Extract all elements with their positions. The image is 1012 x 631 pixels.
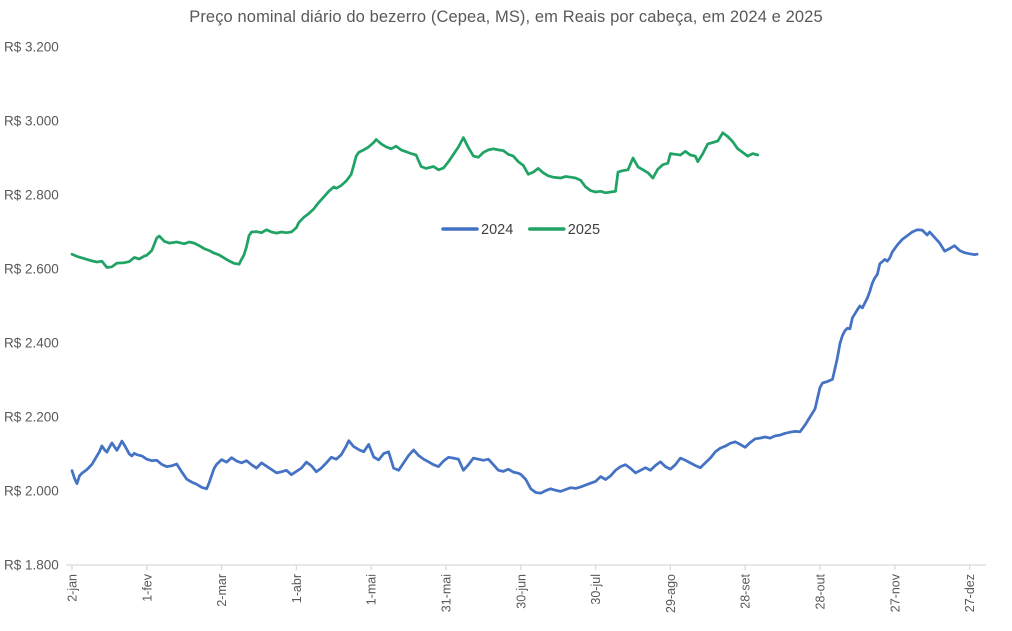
x-axis-label: 2-mar [215,574,229,607]
y-axis-label: R$ 2.600 [4,262,59,277]
x-axis-label: 1-abr [290,574,304,603]
x-axis-label: 28-out [813,573,827,609]
y-axis-label: R$ 1.800 [4,558,59,573]
x-axis-label: 29-ago [664,574,678,613]
y-axis-label: R$ 2.000 [4,484,59,499]
series-line-2025 [70,131,760,269]
legend-label-2025: 2025 [568,222,600,238]
y-axis-label: R$ 2.800 [4,188,59,203]
y-axis-label: R$ 3.000 [4,114,59,129]
x-axis-label: 31-mai [439,574,453,612]
x-axis-label: 30-jul [589,574,603,605]
x-axis-label: 27-nov [888,573,902,612]
y-axis-label: R$ 2.400 [4,336,59,351]
series-line-2024 [70,228,979,495]
x-axis-label: 30-jun [514,574,528,609]
x-axis-label: 27-dez [963,574,977,612]
x-axis-label: 1-mai [365,574,379,605]
y-axis-label: R$ 3.200 [4,40,59,55]
x-axis-label: 2-jan [66,574,80,602]
x-axis-label: 1-fev [140,573,154,602]
y-axis-label: R$ 2.200 [4,410,59,425]
chart-title: Preço nominal diário do bezerro (Cepea, … [189,8,823,26]
legend-label-2024: 2024 [481,222,513,238]
x-axis-label: 28-set [739,573,753,608]
